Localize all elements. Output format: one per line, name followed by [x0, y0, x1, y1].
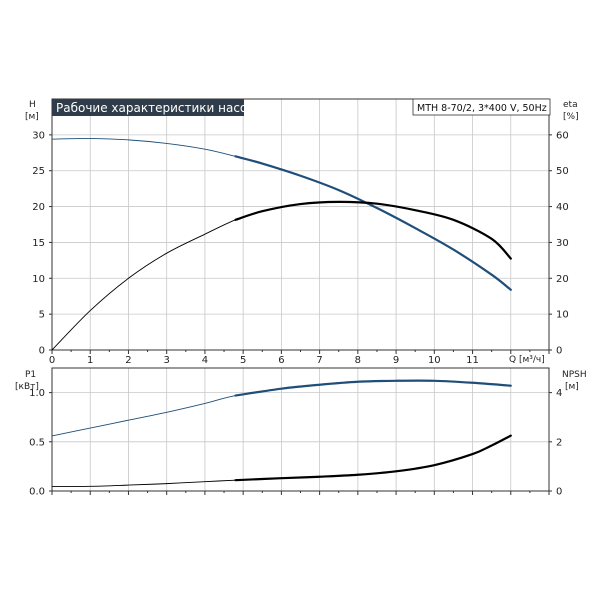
top-left-tick-label: 30: [32, 130, 45, 141]
x-tick-label: 10: [428, 355, 441, 366]
top-right-tick-label: 0: [556, 346, 562, 357]
title-background: [52, 99, 244, 116]
power-npsh-plot: 0.0 0.5 1.0 0 2 4: [29, 367, 562, 498]
x-tick-label: 7: [316, 355, 322, 366]
eta-axis-name: eta: [563, 100, 578, 110]
top-series-0-operating-range: [234, 155, 512, 291]
bottom-left-tick-label: 1.0: [29, 388, 45, 399]
top-left-tick-label: 0: [39, 346, 45, 357]
p1-axis-name: P1: [25, 370, 36, 380]
npsh-axis-unit: [м]: [565, 382, 579, 392]
top-left-tick-label: 25: [32, 166, 45, 177]
x-tick-label: 5: [240, 355, 246, 366]
x-tick-label: 4: [202, 355, 208, 366]
x-tick-label: 1: [87, 355, 93, 366]
bottom-right-tick-label: 4: [556, 388, 562, 399]
h-axis-name: H: [29, 100, 36, 110]
model-label: MTH 8-70/2, 3*400 V, 50Hz: [417, 103, 547, 114]
x-tick-label: 0: [49, 355, 55, 366]
model-box: [412, 98, 551, 116]
top-plot-frame: [51, 98, 550, 351]
x-tick-label: 8: [355, 355, 361, 366]
q-axis-label: Q [м³/ч]: [509, 355, 545, 365]
x-tick-label: 11: [466, 355, 479, 366]
p1-axis-unit: [кВт]: [15, 382, 39, 392]
npsh-axis-name: NPSH: [562, 370, 587, 380]
top-right-tick-label: 30: [556, 238, 569, 249]
bottom-right-tick-label: 0: [556, 487, 562, 498]
x-tick-label: 9: [393, 355, 399, 366]
top-left-tick-label: 20: [32, 202, 45, 213]
top-right-tick-label: 20: [556, 274, 569, 285]
chart-title: Рабочие характеристики насоса: [56, 101, 261, 115]
top-series-1-operating-range: [234, 200, 512, 260]
x-tick-label: 3: [164, 355, 170, 366]
top-right-tick-label: 10: [556, 310, 569, 321]
x-tick-label: 2: [125, 355, 131, 366]
bottom-series-0-operating-range: [234, 379, 512, 397]
bottom-series-1-operating-range: [234, 434, 512, 482]
bottom-right-tick-label: 2: [556, 437, 562, 448]
top-right-tick-label: 40: [556, 202, 569, 213]
top-left-tick-label: 15: [32, 238, 45, 249]
eta-axis-unit: [%]: [563, 112, 579, 122]
bottom-left-tick-label: 0.0: [29, 487, 45, 498]
top-right-tick-label: 60: [556, 130, 569, 141]
head-efficiency-plot: 0 1 2 3 4 5 6 7 8 9 10 11 0 5 10 15 20 25 30 0 10 20 30 40 50 60: [32, 98, 569, 366]
bottom-left-tick-label: 0.5: [29, 437, 45, 448]
x-tick-label: 6: [278, 355, 284, 366]
top-left-tick-label: 10: [32, 274, 45, 285]
top-left-tick-label: 5: [39, 310, 45, 321]
top-right-tick-label: 50: [556, 166, 569, 177]
h-axis-unit: [м]: [25, 112, 39, 122]
